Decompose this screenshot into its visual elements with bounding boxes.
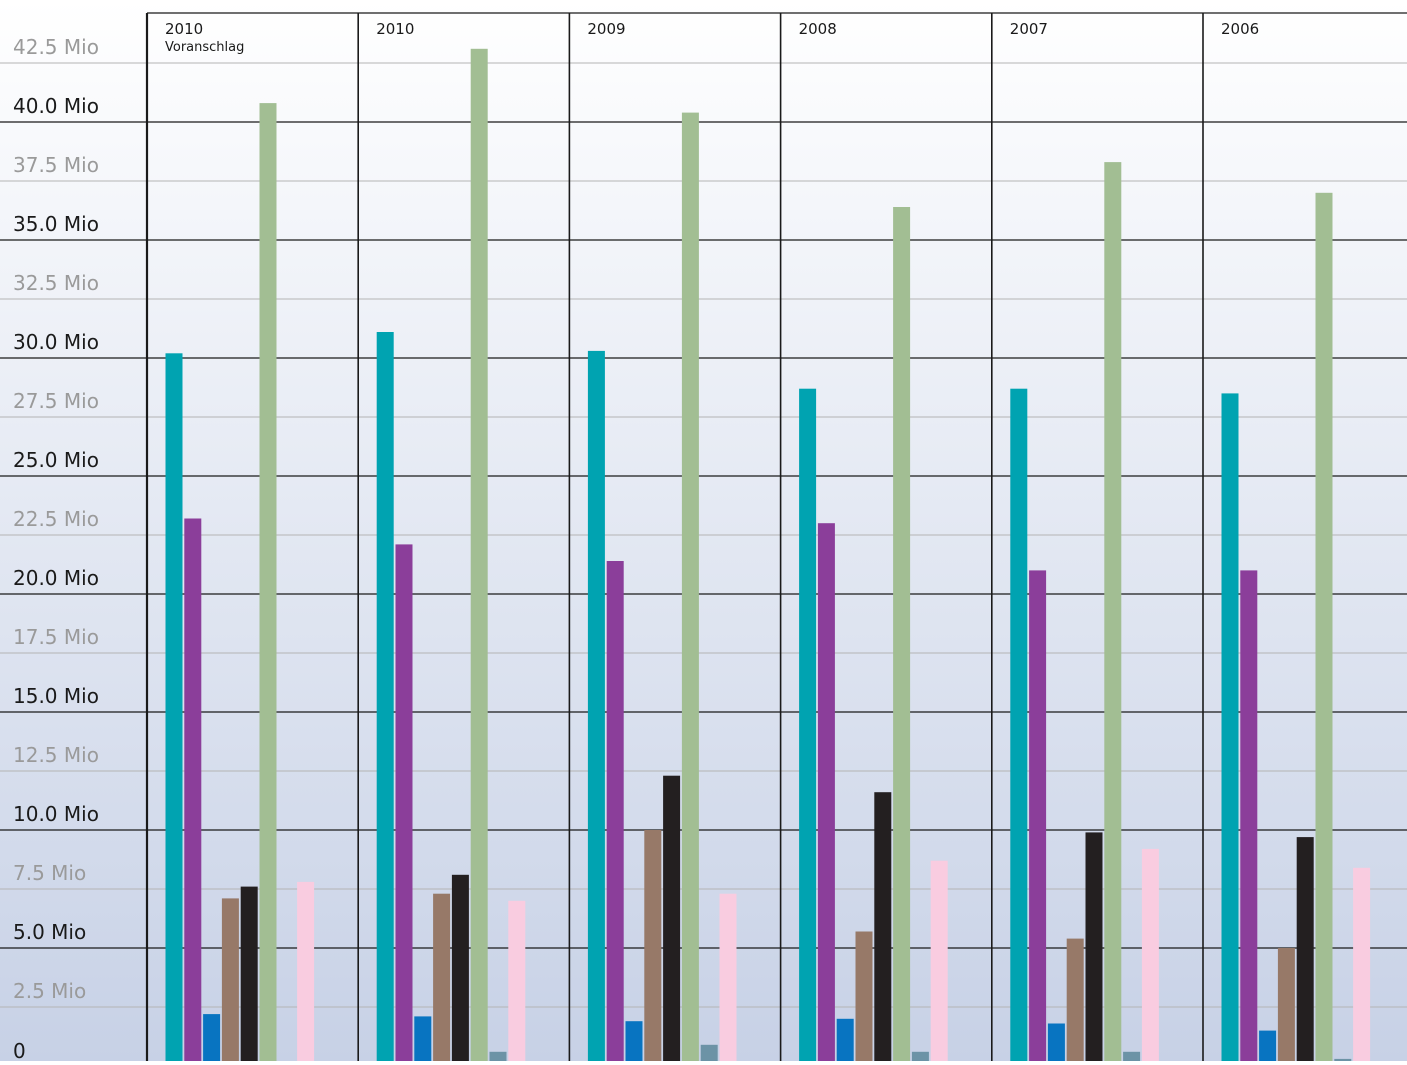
- bar: [644, 830, 662, 1063]
- bar: [700, 1044, 718, 1063]
- bar: [470, 48, 488, 1064]
- bar: [817, 523, 835, 1063]
- y-tick-label: 2.5 Mio: [13, 979, 86, 1003]
- bar: [376, 332, 394, 1063]
- bar: [1277, 948, 1295, 1063]
- bar: [508, 900, 526, 1063]
- bar: [1240, 570, 1258, 1063]
- bar: [395, 544, 413, 1063]
- y-tick-label: 20.0 Mio: [13, 566, 99, 590]
- gridlines: [0, 12, 1407, 1008]
- bar: [451, 874, 469, 1063]
- bar: [221, 898, 239, 1063]
- bar: [799, 388, 817, 1063]
- bar: [663, 775, 681, 1063]
- x-category-label: 2007: [1010, 20, 1048, 38]
- y-tick-label: 15.0 Mio: [13, 684, 99, 708]
- x-category-sublabel: Voranschlag: [165, 40, 244, 55]
- y-tick-label: 40.0 Mio: [13, 94, 99, 118]
- bar: [836, 1018, 854, 1063]
- y-tick-label: 0: [13, 1039, 26, 1061]
- y-tick-label: 32.5 Mio: [13, 271, 99, 295]
- bar: [165, 353, 183, 1063]
- x-category-label: 2010: [165, 20, 203, 38]
- bar: [1221, 393, 1239, 1063]
- bar: [414, 1016, 432, 1063]
- bar: [184, 518, 202, 1063]
- bar: [855, 931, 873, 1063]
- bar: [681, 112, 699, 1064]
- x-category-label: 2010: [376, 20, 414, 38]
- bar: [433, 893, 451, 1063]
- bar: [297, 881, 315, 1063]
- category-dividers: [145, 13, 1204, 1061]
- bar: [1085, 832, 1103, 1063]
- bar: [874, 792, 892, 1063]
- bar: [1296, 837, 1314, 1063]
- bar: [203, 1014, 221, 1063]
- bar: [1029, 570, 1047, 1063]
- bar: [1353, 867, 1371, 1063]
- x-category-label: 2009: [587, 20, 625, 38]
- y-axis-tick-labels: 0 2.5 Mio 5.0 Mio 7.5 Mio 10.0 Mio 12.5 Mio 15…: [13, 35, 99, 1063]
- y-tick-label: 35.0 Mio: [13, 212, 99, 236]
- bar: [489, 1051, 507, 1063]
- y-tick-label: 12.5 Mio: [13, 743, 99, 767]
- bar: [587, 350, 605, 1063]
- y-tick-label: 7.5 Mio: [13, 861, 86, 885]
- y-tick-label: 30.0 Mio: [13, 330, 99, 354]
- bar: [1259, 1030, 1277, 1063]
- bar: [259, 103, 277, 1064]
- y-tick-label: 5.0 Mio: [13, 920, 86, 944]
- y-tick-label: 37.5 Mio: [13, 153, 99, 177]
- bar: [893, 207, 911, 1063]
- x-axis-category-labels: 2010 Voranschlag 2010 2009 2008 2007 2006: [165, 20, 1259, 55]
- y-tick-label: 27.5 Mio: [13, 389, 99, 413]
- y-tick-label: 25.0 Mio: [13, 448, 99, 472]
- bar: [1066, 938, 1084, 1063]
- bar: [1123, 1051, 1141, 1063]
- bar: [1047, 1023, 1065, 1063]
- x-category-label: 2006: [1221, 20, 1259, 38]
- y-tick-label: 22.5 Mio: [13, 507, 99, 531]
- bar: [930, 860, 948, 1063]
- y-tick-label: 42.5 Mio: [13, 35, 99, 59]
- bar: [1141, 848, 1159, 1063]
- bars: [165, 48, 1371, 1064]
- bar: [1104, 162, 1122, 1064]
- bar: [606, 561, 624, 1063]
- bar: [1010, 388, 1028, 1063]
- y-tick-label: 17.5 Mio: [13, 625, 99, 649]
- y-tick-label: 10.0 Mio: [13, 802, 99, 826]
- bar: [911, 1051, 929, 1063]
- bar: [719, 893, 737, 1063]
- bar: [240, 886, 258, 1063]
- x-category-label: 2008: [799, 20, 837, 38]
- bar: [1315, 192, 1333, 1064]
- bar: [625, 1021, 643, 1063]
